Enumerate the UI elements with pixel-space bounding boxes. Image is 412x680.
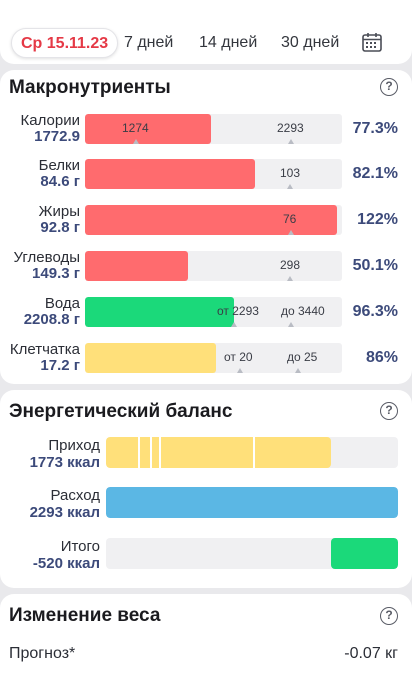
protein-tick-norm: [287, 184, 293, 189]
fat-value: 92.8 г: [40, 219, 80, 236]
intake-value: 1773 ккал: [29, 454, 100, 471]
water-mark-max: до 3440: [281, 304, 325, 318]
fat-label: Жиры 92.8 г: [6, 204, 80, 236]
water-tick-max: [288, 322, 294, 327]
calendar-icon[interactable]: [361, 31, 383, 53]
protein-name: Белки: [38, 157, 80, 174]
macronutrients-help-icon[interactable]: ?: [380, 78, 398, 96]
fiber-percent: 86%: [365, 349, 398, 366]
calories-tick-max: [288, 139, 294, 144]
intake-bar-fill: [106, 437, 331, 468]
fiber-value: 17.2 г: [40, 357, 80, 374]
carbs-value: 149.3 г: [32, 265, 80, 282]
total-name: Итого: [60, 538, 100, 555]
weight-change-help-icon[interactable]: ?: [380, 607, 398, 625]
protein-value: 84.6 г: [40, 173, 80, 190]
expense-value: 2293 ккал: [29, 504, 100, 521]
weight-change-card: [0, 594, 412, 680]
total-value: -520 ккал: [32, 555, 100, 572]
fiber-label: Клетчатка 17.2 г: [6, 342, 80, 374]
calories-tick-min: [133, 139, 139, 144]
fat-bar-fill: [85, 205, 337, 235]
fiber-mark-min: от 20: [224, 350, 253, 364]
fat-name: Жиры: [38, 203, 80, 220]
forecast-label: Прогноз*: [9, 645, 76, 662]
calories-name: Калории: [20, 112, 80, 129]
calories-label: Калории 1772.9: [6, 113, 80, 145]
water-value: 2208.8 г: [23, 311, 80, 328]
expense-bar: [106, 487, 398, 518]
expense-name: Расход: [50, 487, 100, 504]
water-label: Вода 2208.8 г: [6, 296, 80, 328]
fat-mark-norm: 76: [283, 212, 297, 226]
calories-mark-max: 2293: [277, 121, 304, 135]
expense-bar-fill: [106, 487, 398, 518]
calories-mark-min: 1274: [122, 121, 149, 135]
fiber-tick-max: [295, 368, 301, 373]
total-label: Итого -520 ккал: [6, 538, 100, 572]
water-bar: от 2293 до 3440: [85, 297, 342, 327]
protein-bar: 103: [85, 159, 342, 189]
water-mark-min: от 2293: [217, 304, 259, 318]
fiber-tick-min: [237, 368, 243, 373]
fiber-mark-max: до 25: [287, 350, 318, 364]
period-tabs-bar: Ср 15.11.23 7 дней 14 дней 30 дней: [0, 0, 412, 64]
protein-bar-fill: [85, 159, 255, 189]
carbs-mark-norm: 298: [280, 258, 301, 272]
fat-bar: 76: [85, 205, 342, 235]
carbs-bar: 298: [85, 251, 342, 281]
intake-name: Приход: [48, 437, 100, 454]
tab-14-days[interactable]: 14 дней: [199, 34, 258, 51]
calories-percent: 77.3%: [352, 120, 398, 137]
tab-30-days[interactable]: 30 дней: [281, 34, 340, 51]
forecast-value: -0.07 кг: [344, 645, 398, 662]
energy-balance-title: Энергетический баланс: [9, 401, 233, 422]
macronutrients-title: Макронутриенты: [9, 77, 171, 98]
intake-label: Приход 1773 ккал: [6, 437, 100, 471]
protein-label: Белки 84.6 г: [6, 158, 80, 190]
calories-value: 1772.9: [34, 128, 80, 145]
water-percent: 96.3%: [352, 303, 398, 320]
carbs-label: Углеводы 149.3 г: [6, 250, 80, 282]
calories-bar-fill: [85, 114, 211, 144]
fat-tick-norm: [288, 230, 294, 235]
total-bar-fill: [330, 538, 398, 569]
weight-change-title: Изменение веса: [9, 605, 161, 626]
total-bar: [106, 538, 398, 569]
energy-balance-help-icon[interactable]: ?: [380, 402, 398, 420]
carbs-percent: 50.1%: [352, 257, 398, 274]
intake-meal-divider: [159, 437, 161, 468]
protein-percent: 82.1%: [352, 165, 398, 182]
carbs-tick-norm: [287, 276, 293, 281]
water-tick-min: [231, 322, 237, 327]
water-bar-fill: [85, 297, 235, 327]
carbs-bar-fill: [85, 251, 188, 281]
intake-meal-divider: [138, 437, 140, 468]
protein-mark-norm: 103: [280, 166, 301, 180]
fiber-name: Клетчатка: [9, 341, 80, 358]
carbs-name: Углеводы: [13, 249, 80, 266]
tab-7-days[interactable]: 7 дней: [124, 34, 174, 51]
tab-day[interactable]: Ср 15.11.23: [11, 28, 119, 58]
fat-percent: 122%: [357, 211, 398, 228]
intake-meal-divider: [150, 437, 152, 468]
water-name: Вода: [44, 295, 80, 312]
calories-bar: 1274 2293: [85, 114, 342, 144]
expense-label: Расход 2293 ккал: [6, 487, 100, 521]
intake-meal-divider: [253, 437, 255, 468]
fiber-bar: от 20 до 25: [85, 343, 342, 373]
fiber-bar-fill: [85, 343, 217, 373]
intake-bar: [106, 437, 398, 468]
